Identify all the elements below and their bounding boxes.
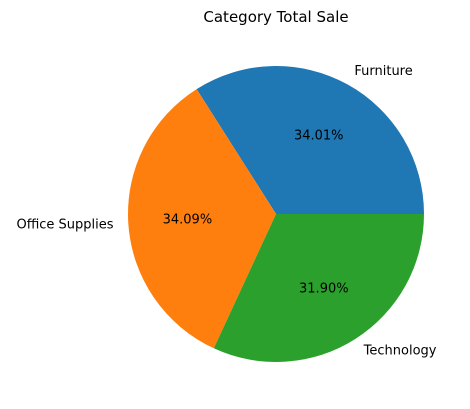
pie-slice-technology bbox=[213, 214, 424, 363]
slice-label-furniture: Furniture bbox=[354, 64, 412, 79]
percent-labels: 34.01% 34.09% 31.90% bbox=[163, 129, 349, 297]
pie-slice-furniture bbox=[196, 66, 424, 214]
category-labels: Furniture Office Supplies Technology bbox=[16, 64, 436, 359]
percent-label-furniture: 34.01% bbox=[294, 129, 344, 144]
slice-label-office-supplies: Office Supplies bbox=[16, 217, 113, 232]
pie-slices bbox=[128, 66, 424, 363]
chart-title: Category Total Sale bbox=[203, 8, 348, 26]
percent-label-technology: 31.90% bbox=[299, 281, 349, 296]
percent-label-office-supplies: 34.09% bbox=[163, 212, 213, 227]
slice-label-technology: Technology bbox=[363, 344, 437, 359]
pie-slice-office-supplies bbox=[128, 89, 276, 349]
